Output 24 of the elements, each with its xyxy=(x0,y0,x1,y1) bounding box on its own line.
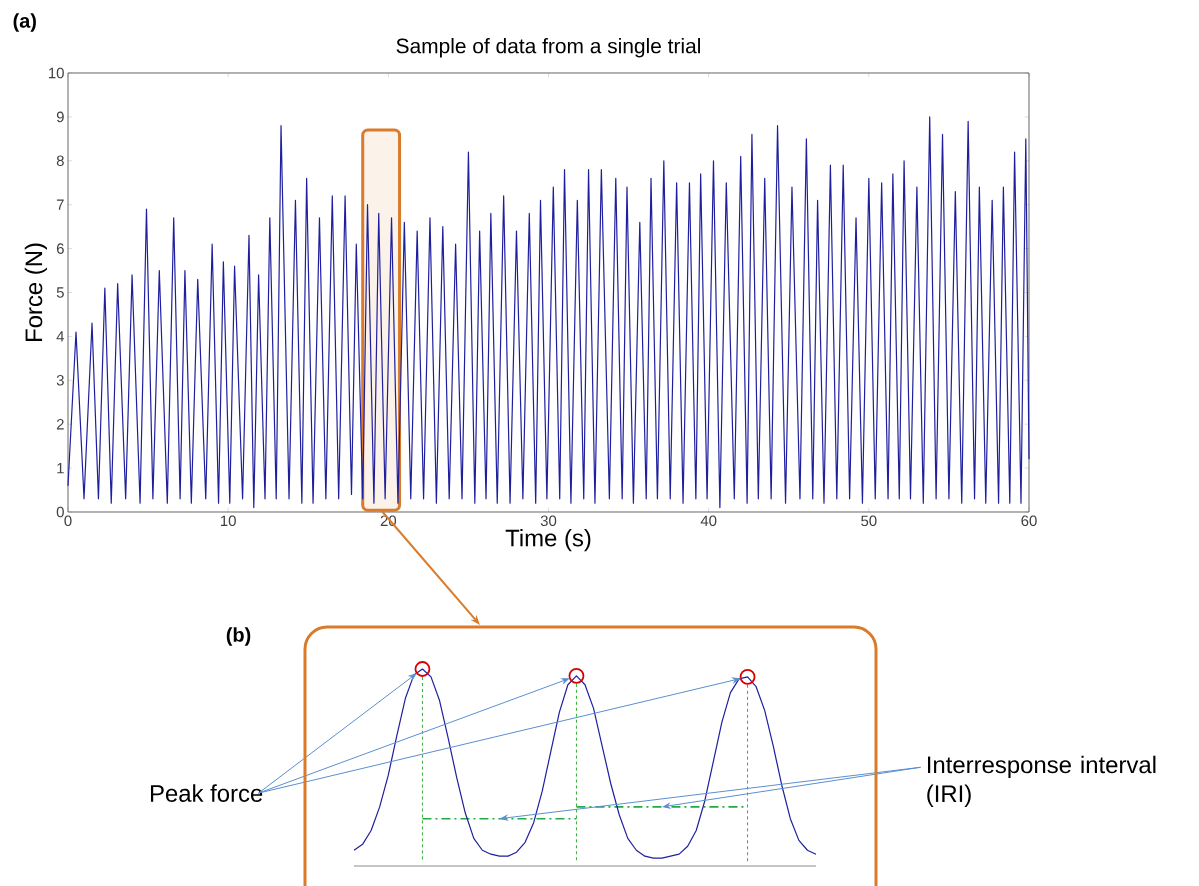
text: Interresponse interval (IRI) xyxy=(927,755,1156,807)
y-tick-label: 6 xyxy=(56,243,64,254)
y-tick-label: 5 xyxy=(56,287,64,298)
y-tick-label: 0 xyxy=(56,506,64,518)
y-tick-label: 10 xyxy=(49,67,64,79)
x-tick-label: 50 xyxy=(861,515,877,527)
y-tick-label: 8 xyxy=(56,155,64,167)
y-tick-label: 7 xyxy=(56,199,64,210)
y-tick-label: 9 xyxy=(56,111,64,123)
y-tick-label: 1 xyxy=(57,462,64,474)
text: Peak force xyxy=(150,784,263,802)
y-tick-label: 4 xyxy=(56,331,65,342)
y-axis-title: Force (N) xyxy=(24,243,48,341)
text: (a) xyxy=(13,13,36,32)
x-tick-label: 30 xyxy=(540,515,557,527)
x-tick-label: 40 xyxy=(700,515,717,527)
y-tick-label: 3 xyxy=(56,375,64,386)
y-tick-label: 2 xyxy=(56,418,64,430)
x-tick-label: 60 xyxy=(1021,515,1037,527)
x-tick-label: 10 xyxy=(221,515,236,527)
x-axis-title: Time (s) xyxy=(505,528,591,552)
text: (b) xyxy=(226,627,251,646)
chart-title: Sample of data from a single trial xyxy=(396,38,700,58)
line-series xyxy=(67,116,1030,509)
